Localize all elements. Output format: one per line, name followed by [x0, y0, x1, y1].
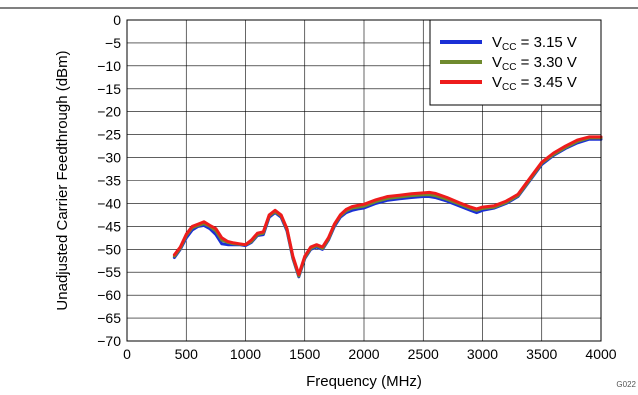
- plot-frame: [126, 19, 602, 342]
- x-axis-title: Frequency (MHz): [306, 373, 422, 390]
- legend-label-3: VCC = 3.45 V: [492, 74, 577, 93]
- y-tick-labels: 0 −5 −10 −15 −20 −25 −30 −35 −40 −45 −50 −55 −60 −65 −…: [97, 12, 121, 349]
- x-tick-label: 3000: [467, 346, 498, 362]
- y-tick-label: −5: [105, 35, 121, 51]
- series-line-2: [172, 136, 603, 278]
- series-line-3: [172, 135, 603, 276]
- y-tick-label: −10: [97, 58, 121, 74]
- x-tick-label: 1000: [230, 346, 261, 362]
- series-lines: [172, 135, 603, 279]
- y-tick-label: −50: [97, 241, 121, 257]
- y-tick-label: −20: [97, 104, 121, 120]
- y-tick-label: −35: [97, 173, 121, 189]
- x-tick-label: 4000: [585, 346, 616, 362]
- legend-label-2: VCC = 3.30 V: [492, 54, 577, 73]
- x-tick-labels: 0 500 1000 1500 2000 2500 3000 3500 4000: [123, 346, 617, 362]
- x-tick-label: 500: [175, 346, 199, 362]
- y-tick-label: −70: [97, 333, 121, 349]
- y-tick-label: −60: [97, 287, 121, 303]
- series-line-1: [172, 137, 603, 279]
- y-tick-label: 0: [113, 12, 121, 28]
- x-tick-label: 0: [123, 346, 131, 362]
- y-tick-label: −55: [97, 264, 121, 280]
- y-tick-label: −30: [97, 150, 121, 166]
- legend-label-1: VCC = 3.15 V: [492, 34, 577, 53]
- x-tick-label: 3500: [526, 346, 557, 362]
- y-tick-label: −45: [97, 218, 121, 234]
- x-tick-label: 2000: [348, 346, 379, 362]
- figure-id: G022: [616, 380, 636, 389]
- y-tick-label: −40: [97, 195, 121, 211]
- legend-box: [429, 19, 602, 106]
- y-axis-title: Unadjusted Carrier Feedthrough (dBm): [54, 50, 71, 310]
- x-tick-label: 1500: [289, 346, 320, 362]
- y-tick-label: −25: [97, 127, 121, 143]
- x-tick-label: 2500: [408, 346, 439, 362]
- y-tick-label: −65: [97, 310, 121, 326]
- y-tick-label: −15: [97, 81, 121, 97]
